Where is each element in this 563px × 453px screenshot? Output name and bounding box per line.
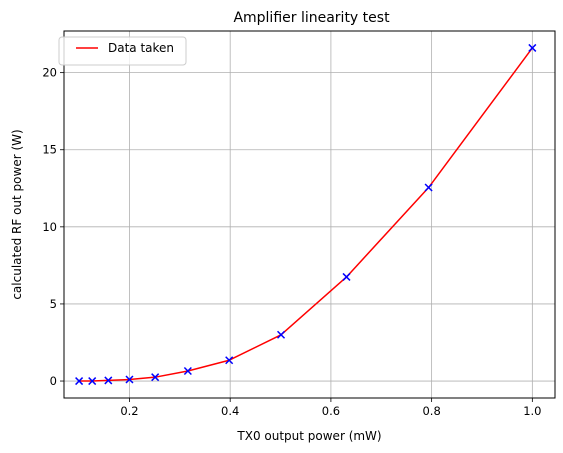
chart-title: Amplifier linearity test <box>233 10 390 26</box>
data-point-marker <box>424 183 433 192</box>
x-axis-label: TX0 output power (mW) <box>236 429 381 443</box>
y-tick-label: 20 <box>42 66 57 80</box>
data-point-marker <box>342 272 351 281</box>
x-tick-label: 0.2 <box>120 404 138 418</box>
y-axis-label: calculated RF out power (W) <box>10 129 24 299</box>
series-data-taken <box>75 43 537 386</box>
marker-stroke <box>151 373 160 382</box>
y-tick-label: 15 <box>42 143 57 157</box>
marker-stroke <box>125 375 134 384</box>
marker-stroke <box>342 272 351 281</box>
legend: Data taken <box>58 36 187 66</box>
marker-stroke <box>75 377 84 386</box>
plot-frame <box>63 30 556 399</box>
data-point-marker <box>104 376 113 385</box>
marker-stroke <box>528 43 537 52</box>
data-point-marker <box>277 330 286 339</box>
marker-stroke <box>225 356 234 365</box>
marker-stroke <box>104 376 113 385</box>
data-point-marker <box>88 377 97 386</box>
legend-box <box>58 36 187 66</box>
x-tick-label: 0.6 <box>322 404 340 418</box>
y-tick-label: 5 <box>50 297 57 311</box>
data-point-marker <box>528 43 537 52</box>
data-point-marker <box>125 375 134 384</box>
data-point-marker <box>225 356 234 365</box>
axis-ticks: 0.2 0.4 0.6 0.8 1.0 0 5 10 15 20 <box>42 66 541 418</box>
data-point-marker <box>75 377 84 386</box>
x-tick-label: 0.4 <box>221 404 239 418</box>
x-tick-label: 0.8 <box>422 404 440 418</box>
legend-label: Data taken <box>108 41 174 55</box>
grid <box>64 31 555 398</box>
x-tick-label: 1.0 <box>523 404 541 418</box>
data-point-marker <box>151 373 160 382</box>
marker-stroke <box>183 366 192 376</box>
data-point-marker <box>183 366 192 376</box>
y-tick-label: 10 <box>42 220 57 234</box>
y-tick-label: 0 <box>50 374 57 388</box>
marker-stroke <box>277 330 286 339</box>
marker-stroke <box>88 377 97 386</box>
marker-stroke <box>424 183 433 192</box>
